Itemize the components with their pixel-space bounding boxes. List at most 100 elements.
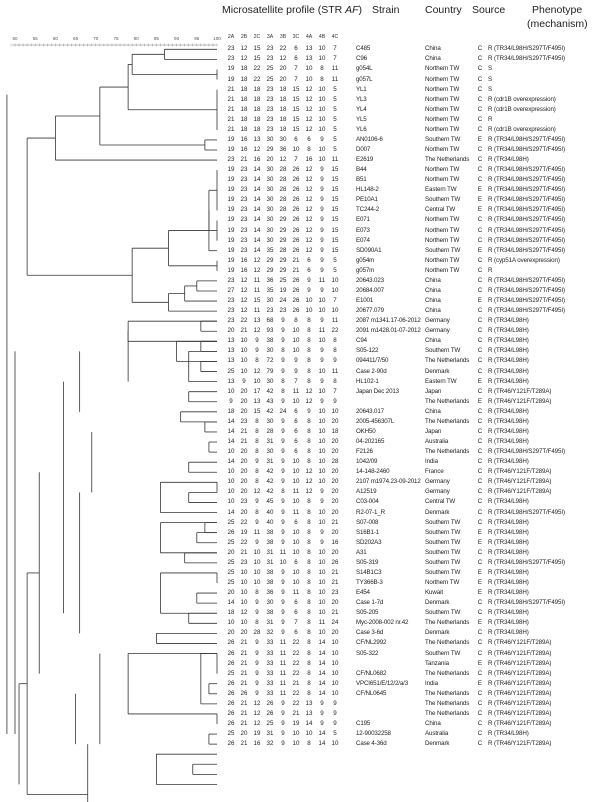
country: Southern TW xyxy=(425,609,461,617)
country: Southern TW xyxy=(425,196,461,204)
marker-value-2c: 11 xyxy=(253,528,261,536)
phenotype: R (TR34/L98H/S297T/F495I) xyxy=(488,216,565,224)
marker-value-3c: 6 xyxy=(294,427,298,435)
marker-value-4c: 10 xyxy=(331,679,339,687)
marker-value-4c: 26 xyxy=(331,558,339,566)
marker-value-2c: 8 xyxy=(255,619,259,627)
phenotype: R xyxy=(488,115,493,123)
marker-value-2c: 14 xyxy=(253,236,261,244)
marker-value-3b: 9 xyxy=(281,699,285,707)
marker-value-4a: 12 xyxy=(305,105,313,113)
strain-name: TC244-2 xyxy=(356,206,380,214)
marker-value-4b: 9 xyxy=(320,317,324,325)
marker-value-3a: 93 xyxy=(266,327,274,335)
phenotype: R (TR34/L98H/S297T/F495I) xyxy=(488,276,565,284)
country: India xyxy=(425,679,438,687)
source: E xyxy=(477,377,483,385)
phenotype: R (TR34/L98H) xyxy=(488,156,529,164)
strain-row: 25 23 10 31 10 6 8 10 26 S05-319 Southern TW C R (TR… xyxy=(0,558,600,568)
marker-value-3a: 72 xyxy=(266,357,274,365)
marker-value-4b: 10 xyxy=(318,85,326,93)
marker-value-3c: 11 xyxy=(292,488,300,496)
marker-value-4b: 10 xyxy=(318,297,326,305)
marker-value-3a: 25 xyxy=(266,65,274,73)
marker-value-2c: 22 xyxy=(253,65,261,73)
marker-value-3c: 15 xyxy=(292,105,300,113)
marker-value-2a: 21 xyxy=(227,85,235,93)
marker-value-4a: 12 xyxy=(305,166,313,174)
country: Denmark xyxy=(425,629,450,637)
marker-value-3a: 30 xyxy=(266,448,274,456)
marker-value-4c: 15 xyxy=(331,236,339,244)
phenotype: R (TR34/L98H) xyxy=(488,548,529,556)
marker-header-3c: 3C xyxy=(292,34,300,40)
strain-name: 20677.079 xyxy=(356,307,384,315)
country: Northern TW xyxy=(425,75,460,83)
marker-value-3b: 11 xyxy=(279,669,287,677)
strain-name: CF/NL0645 xyxy=(356,689,387,697)
strain-name: A12519 xyxy=(356,488,377,496)
marker-value-2b: 20 xyxy=(240,407,248,415)
marker-value-4a: 10 xyxy=(305,75,313,83)
source: C xyxy=(477,649,483,657)
strain-row: 26 21 9 33 11 22 8 14 10 CF/NL2992 The Netherlands… xyxy=(0,638,600,648)
strain-name: D007 xyxy=(356,146,371,153)
marker-value-3a: 23 xyxy=(266,105,274,113)
marker-value-3c: 15 xyxy=(292,115,300,123)
marker-value-3c: 26 xyxy=(292,206,300,214)
marker-value-2b: 23 xyxy=(240,186,248,194)
marker-value-2a: 20 xyxy=(227,548,235,556)
strain-row: 19 18 22 25 20 7 10 8 11 g057L Northern TW C S xyxy=(0,75,600,85)
phenotype: R (TR46/Y121F/T289A) xyxy=(488,478,552,486)
marker-value-4a: 12 xyxy=(305,236,313,244)
marker-value-3a: 29 xyxy=(266,266,274,274)
strain-row: 19 23 14 30 29 26 12 9 15 E074 Northern TW C R (TR34… xyxy=(0,236,600,246)
marker-value-2c: 22 xyxy=(253,75,261,83)
marker-value-3b: 28 xyxy=(279,186,287,194)
marker-value-4a: 10 xyxy=(305,730,313,738)
strain-name: 20643.017 xyxy=(356,407,384,415)
marker-value-4c: 20 xyxy=(331,478,339,486)
marker-value-4c: 5 xyxy=(333,95,337,103)
header-mechanism: (mechanism) xyxy=(527,18,588,30)
marker-value-4c: 11 xyxy=(331,156,339,164)
strain-name: YL3 xyxy=(356,95,367,103)
country: China xyxy=(425,286,441,294)
marker-value-4a: 8 xyxy=(307,317,311,325)
marker-value-4c: 20 xyxy=(331,417,339,425)
marker-value-4c: 20 xyxy=(331,498,339,506)
marker-value-2b: 23 xyxy=(240,226,248,234)
marker-value-4b: 10 xyxy=(318,468,326,476)
country: Northern TW xyxy=(425,256,460,264)
marker-value-4c: 9 xyxy=(333,357,337,365)
marker-value-3a: 40 xyxy=(266,508,274,516)
marker-value-2b: 18 xyxy=(240,95,248,103)
source: C xyxy=(477,367,483,375)
strain-row: 19 23 14 30 29 26 12 9 15 E073 Northern TW C R (TR34… xyxy=(0,226,600,236)
marker-value-3a: 30 xyxy=(266,377,274,385)
marker-value-3b: 9 xyxy=(281,568,285,576)
strain-name: 2107 m1974.23-09-2012 xyxy=(356,478,421,486)
marker-value-4a: 12 xyxy=(305,186,313,194)
source: C xyxy=(477,407,483,415)
strain-name: S05-319 xyxy=(356,558,379,566)
source: C xyxy=(477,518,483,526)
marker-value-2a: 19 xyxy=(227,75,235,83)
strain-row: 21 18 18 23 18 15 12 10 5 YL3 Northern TW C R (cdr1B… xyxy=(0,95,600,105)
marker-value-3c: 22 xyxy=(292,669,300,677)
strain-row: 26 19 11 38 9 10 8 9 20 S16B1-1 Southern TW E R (TR3… xyxy=(0,528,600,538)
marker-value-3c: 10 xyxy=(292,498,300,506)
marker-value-3a: 32 xyxy=(266,740,274,748)
marker-value-3c: 15 xyxy=(292,85,300,93)
phenotype: R (cdr1B overexpression) xyxy=(488,105,556,113)
marker-value-3c: 10 xyxy=(292,146,300,153)
marker-value-3a: 38 xyxy=(266,579,274,586)
marker-value-2b: 10 xyxy=(240,568,248,576)
marker-value-2b: 23 xyxy=(240,176,248,184)
marker-value-4a: 6 xyxy=(307,135,311,143)
marker-value-4a: 8 xyxy=(307,579,311,586)
source: C xyxy=(477,427,483,435)
marker-value-4b: 10 xyxy=(318,45,326,53)
marker-value-3a: 35 xyxy=(266,286,274,294)
marker-value-3a: 29 xyxy=(266,256,274,264)
